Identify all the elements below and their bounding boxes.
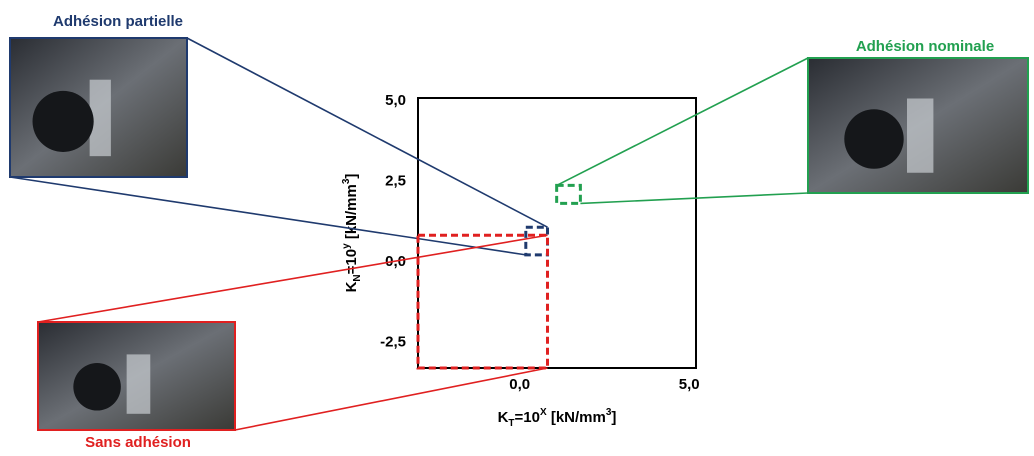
x-axis-label-part: X	[540, 407, 547, 418]
x-tick-label: 0,0	[509, 376, 530, 393]
x-axis-label-part: K	[498, 409, 509, 426]
y-tick-label: -2,5	[380, 333, 406, 350]
photo-detail	[73, 363, 121, 411]
photo-detail	[89, 79, 111, 157]
region-label: Adhésion partielle	[53, 13, 183, 30]
y-axis-label-part: N	[352, 274, 363, 281]
photo-detail	[907, 98, 934, 173]
x-axis-label-part: 3	[606, 407, 612, 418]
photo-detail	[32, 90, 94, 152]
y-tick-label: 5,0	[385, 92, 406, 109]
x-axis-label-part: [kN/mm	[547, 409, 606, 426]
region	[555, 183, 582, 205]
connector	[580, 192, 809, 205]
x-axis-label-part: ]	[611, 409, 616, 426]
y-axis-label-part: y	[341, 243, 352, 249]
connector	[234, 367, 548, 431]
connector	[556, 57, 809, 187]
y-axis-label-part: 3	[341, 178, 352, 184]
x-axis-label-part: =10	[515, 409, 540, 426]
y-axis-label-part: K	[343, 281, 360, 292]
connector	[9, 176, 526, 256]
region	[524, 225, 550, 257]
y-axis-label: KN=10y [kN/mm3]	[341, 174, 363, 293]
x-axis-label-part: T	[508, 418, 514, 429]
y-axis-label-part: ]	[343, 174, 360, 179]
region-label: Adhésion nominale	[856, 38, 994, 55]
x-tick-label: 5,0	[679, 376, 700, 393]
connector	[186, 37, 548, 228]
region-label: Sans adhésion	[85, 434, 191, 451]
photo-detail	[844, 109, 904, 169]
photo-detail	[126, 354, 151, 414]
y-tick-label: 2,5	[385, 173, 406, 190]
connector	[37, 234, 548, 323]
y-axis-label-part: =10	[343, 249, 360, 274]
x-axis-label: KT=10X [kN/mm3]	[498, 407, 617, 429]
y-axis-label-part: [kN/mm	[343, 184, 360, 243]
plot-frame	[417, 97, 697, 369]
